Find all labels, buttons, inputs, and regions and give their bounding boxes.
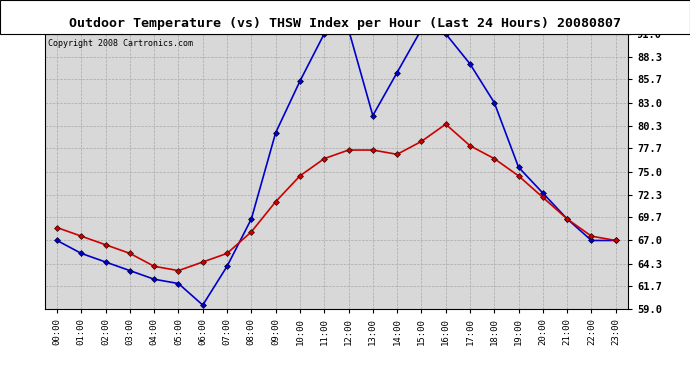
Text: Outdoor Temperature (vs) THSW Index per Hour (Last 24 Hours) 20080807: Outdoor Temperature (vs) THSW Index per …: [69, 17, 621, 30]
Text: Outdoor Temperature (vs) THSW Index per Hour (Last 24 Hours) 20080807: Outdoor Temperature (vs) THSW Index per …: [69, 17, 621, 30]
Text: Copyright 2008 Cartronics.com: Copyright 2008 Cartronics.com: [48, 39, 193, 48]
